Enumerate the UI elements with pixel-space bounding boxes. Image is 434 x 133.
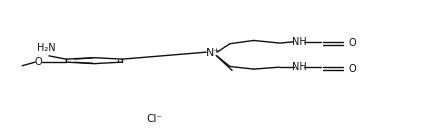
Text: N⁺: N⁺ bbox=[206, 48, 220, 58]
Text: NH: NH bbox=[292, 37, 306, 47]
Text: O: O bbox=[349, 64, 356, 74]
Text: O: O bbox=[349, 38, 356, 48]
Text: Cl⁻: Cl⁻ bbox=[147, 114, 162, 124]
Text: O: O bbox=[35, 57, 43, 67]
Text: H₂N: H₂N bbox=[37, 43, 56, 53]
Text: NH: NH bbox=[292, 62, 306, 72]
